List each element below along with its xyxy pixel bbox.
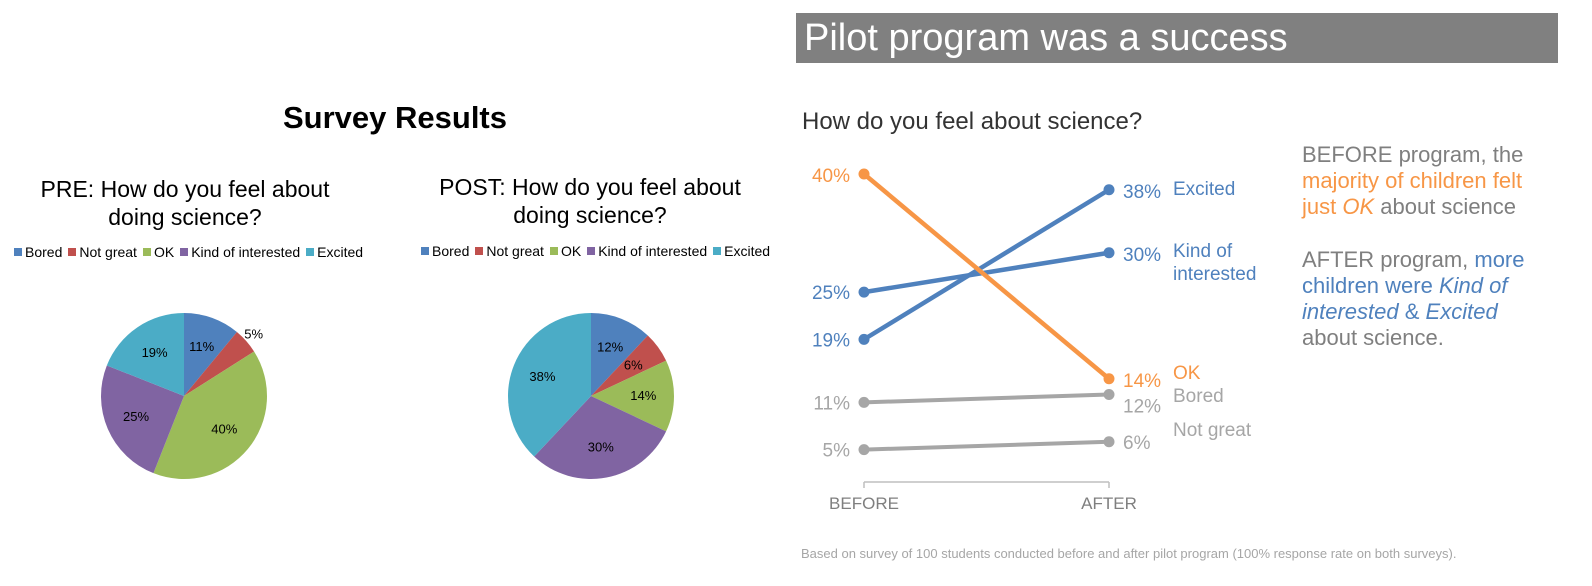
point-kind-of-interested-after (1103, 247, 1115, 259)
pre-pie-slice-not-great (184, 332, 255, 396)
point-not-great-after (1103, 436, 1115, 448)
value-label-kind-of-interested-before: 25% (812, 283, 850, 304)
legend-label: Kind of interested (191, 244, 301, 260)
series-line-bored (863, 392, 1110, 405)
pre-pie-data-label: 40% (211, 421, 237, 436)
pre-pie-data-label: 5% (244, 327, 263, 342)
post-pie-legend: Bored Not great OK Kind of interested Excite… (421, 243, 776, 259)
value-label-bored-before: 11% (813, 393, 850, 414)
legend-label: Bored (432, 243, 470, 259)
pre-pie-data-label: 19% (142, 345, 168, 360)
post-pie-slice-kind-of-interested (534, 396, 667, 479)
point-bored-before (858, 396, 870, 408)
series-name-kind-of-interested: Kind of interested (1173, 241, 1256, 285)
point-kind-of-interested-before (858, 286, 870, 298)
legend-item-ok: OK (549, 243, 582, 259)
legend-item-excited: Excited (306, 244, 363, 260)
value-label-kind-of-interested-after: 30% (1123, 245, 1161, 266)
legend-swatch (306, 248, 315, 256)
post-pie-title: POST: How do you feel about doing scienc… (439, 174, 741, 228)
footnote: Based on survey of 100 students conducte… (801, 546, 1457, 561)
legend-label: Bored (25, 244, 63, 260)
post-pie-data-label: 14% (630, 388, 656, 403)
pre-pie-chart: 11% 5% 40% 25% 19% 12%6% 14% 30% 38% (101, 313, 674, 479)
pre-pie-slice-ok (153, 351, 267, 479)
legend-label: Kind of interested (598, 243, 708, 259)
survey-results-title: Survey Results (283, 100, 507, 135)
legend-swatch (142, 248, 151, 256)
legend-item-not-great: Not great (475, 243, 544, 259)
value-label-ok-after: 14% (1123, 371, 1161, 392)
series-name-not-great: Not great (1173, 420, 1252, 441)
x-tick-after: AFTER (1081, 494, 1137, 513)
legend-swatch (180, 248, 189, 256)
post-pie-data-label: 38% (529, 369, 555, 384)
value-label-ok-before: 40% (812, 166, 850, 187)
legend-swatch (475, 247, 484, 255)
x-tick-before: BEFORE (829, 494, 899, 513)
legend-label: Not great (486, 243, 544, 259)
legend-label: OK (153, 244, 175, 260)
point-not-great-before (858, 444, 870, 456)
post-pie-slice-ok (591, 360, 674, 432)
value-label-bored-after: 12% (1123, 397, 1161, 418)
post-pie-slice-bored (591, 313, 648, 396)
legend-swatch (14, 248, 22, 256)
point-ok-before (858, 168, 870, 180)
legend-swatch (549, 247, 558, 255)
pre-pie-slice-kind-of-interested (101, 365, 184, 474)
legend-item-not-great: Not great (68, 244, 137, 260)
pre-pie-slice-excited (106, 313, 184, 396)
legend-swatch (713, 247, 722, 255)
value-label-excited-after: 38% (1123, 182, 1161, 203)
legend-label: OK (560, 243, 582, 259)
legend-label: Not great (79, 244, 137, 260)
legend-item-excited: Excited (713, 243, 770, 259)
post-pie-data-label: 6% (624, 357, 643, 372)
series-name-excited: Excited (1173, 179, 1235, 200)
series-line-ok (862, 172, 1111, 381)
legend-label: Excited (724, 243, 771, 259)
post-pie-data-label: 30% (588, 439, 614, 454)
pre-pie-data-label: 11% (189, 339, 214, 354)
series-line-kind-of-interested (863, 250, 1110, 295)
legend-item-ok: OK (142, 244, 175, 260)
legend-swatch (68, 248, 77, 256)
post-pie-data-label: 12% (597, 339, 623, 354)
value-label-not-great-after: 6% (1123, 433, 1151, 454)
headline-banner: Pilot program was a success (796, 13, 1558, 63)
legend-item-bored: Bored (421, 243, 469, 259)
pre-pie-data-label: 25% (123, 409, 149, 424)
headline-text: Pilot program was a success (804, 17, 1288, 59)
series-line-excited (862, 187, 1111, 342)
series-name-ok: OK (1173, 363, 1201, 384)
takeaway-note: BEFORE program, the majority of children… (1302, 142, 1552, 378)
legend-label: Excited (317, 244, 364, 260)
legend-swatch (421, 247, 429, 255)
point-ok-after (1103, 373, 1115, 385)
post-pie-slice-not-great (591, 335, 667, 396)
legend-item-bored: Bored (14, 244, 62, 260)
pre-pie-legend: Bored Not great OK Kind of interested Excite… (14, 244, 369, 260)
pre-pie-slice-bored (184, 313, 237, 396)
point-bored-after (1103, 389, 1115, 400)
series-line-not-great (863, 439, 1110, 452)
post-pie-slice-excited (508, 313, 591, 457)
value-label-excited-before: 19% (812, 330, 850, 351)
note-before: BEFORE program, the majority of children… (1302, 142, 1524, 219)
legend-item-kind-of-interested: Kind of interested (180, 244, 300, 260)
point-excited-after (1103, 184, 1115, 196)
value-label-not-great-before: 5% (823, 441, 851, 462)
point-excited-before (858, 333, 870, 345)
pre-pie-title: PRE: How do you feel about doing science… (40, 176, 330, 230)
note-after: AFTER program, more children were Kind o… (1302, 247, 1525, 350)
series-name-bored: Bored (1173, 386, 1224, 407)
legend-item-kind-of-interested: Kind of interested (587, 243, 707, 259)
slope-chart-title: How do you feel about science? (802, 108, 1143, 135)
legend-swatch (587, 247, 596, 255)
